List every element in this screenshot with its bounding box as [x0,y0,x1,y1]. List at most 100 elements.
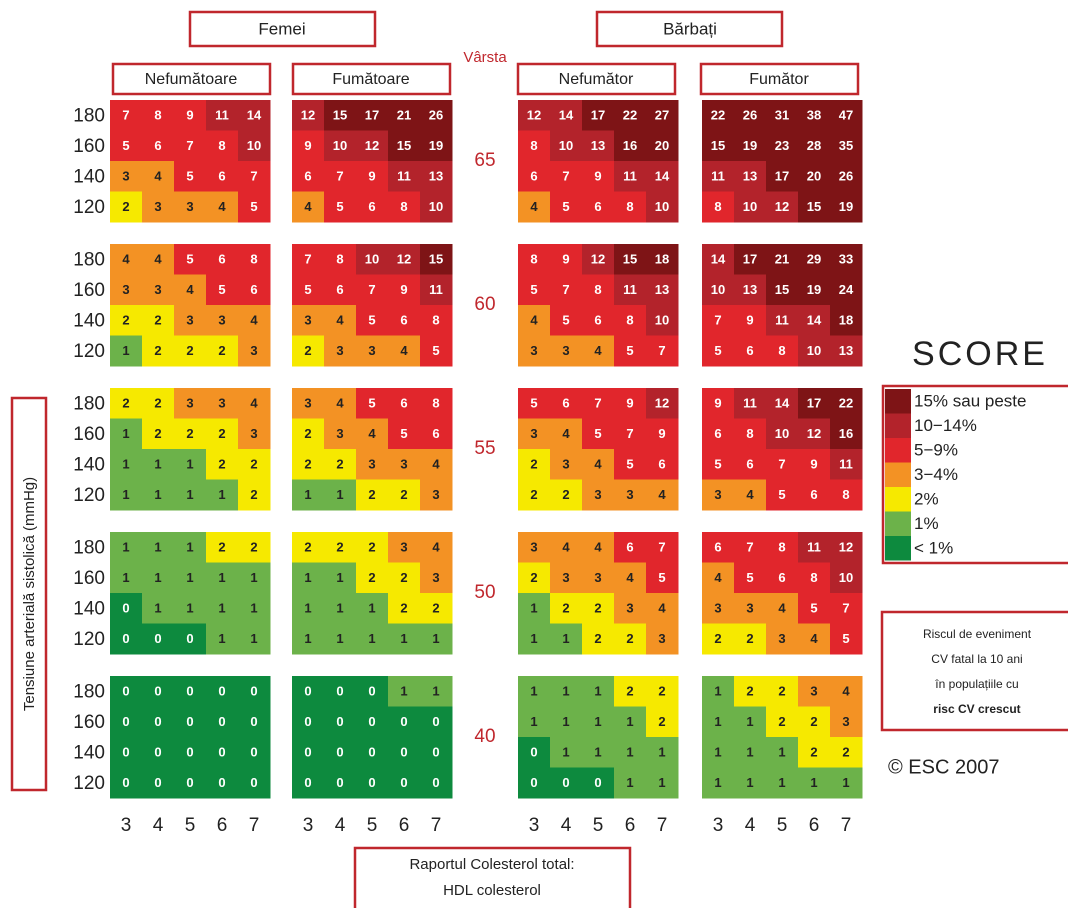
risk-value: 2 [432,601,439,616]
row-label: 180 [73,681,105,702]
risk-cell [766,706,799,738]
risk-cell [110,274,143,306]
risk-cell [734,767,767,799]
risk-cell [356,706,389,738]
risk-cell [702,706,735,738]
risk-cell [356,244,389,275]
risk-cell [356,274,389,306]
risk-value: 14 [247,108,262,123]
risk-value: 0 [218,775,225,790]
risk-value: 0 [562,775,569,790]
risk-value: 3 [186,396,193,411]
risk-cell [614,767,647,799]
risk-cell [324,100,357,131]
risk-value: 3 [810,684,817,699]
risk-value: 1 [122,570,129,585]
risk-cell [174,532,207,563]
risk-value: 1 [594,745,601,760]
risk-value: 2 [218,457,225,472]
risk-cell [646,532,679,563]
risk-value: 12 [839,540,853,555]
risk-value: 38 [807,108,821,123]
risk-value: 2 [250,487,257,502]
group-title: Bărbați [663,19,717,38]
risk-value: 3 [432,487,439,502]
risk-cell [582,305,615,336]
risk-cell [734,388,767,419]
risk-cell [582,676,615,707]
risk-cell [356,623,389,655]
risk-value: 1 [810,775,817,790]
risk-cell [110,767,143,799]
risk-cell [582,244,615,275]
risk-cell [830,418,863,450]
risk-value: 5 [186,252,193,267]
risk-value: 3 [186,313,193,328]
risk-cell [356,388,389,419]
risk-value: 4 [658,601,666,616]
risk-cell [702,191,735,223]
risk-cell [614,305,647,336]
risk-cell [174,335,207,367]
risk-cell [292,305,325,336]
legend-swatch [885,462,911,487]
risk-value: 2 [368,487,375,502]
risk-value: 4 [842,684,850,699]
risk-cell [324,593,357,624]
risk-value: 5 [304,282,311,297]
risk-value: 1 [122,487,129,502]
risk-cell [174,274,207,306]
risk-value: 1 [186,540,193,555]
risk-cell [582,335,615,367]
risk-cell [702,274,735,306]
risk-cell [206,388,239,419]
copyright: © ESC 2007 [888,756,999,778]
risk-value: 3 [336,426,343,441]
risk-cell [518,449,551,480]
risk-cell [388,449,421,480]
risk-cell [702,100,735,131]
risk-value: 8 [746,426,753,441]
row-label: 180 [73,105,105,126]
risk-value: 2 [562,601,569,616]
column-label: 5 [593,815,604,836]
risk-value: 14 [775,396,790,411]
risk-value: 5 [562,313,569,328]
risk-cell [550,737,583,768]
risk-cell [324,676,357,707]
risk-cell [356,191,389,223]
risk-value: 4 [658,487,666,502]
risk-value: 3 [186,199,193,214]
risk-value: 2 [658,684,665,699]
risk-cell [420,623,453,655]
risk-value: 11 [743,396,757,411]
risk-value: 4 [154,169,162,184]
risk-cell [798,767,831,799]
risk-value: 6 [154,138,161,153]
risk-value: 5 [778,487,785,502]
risk-cell [734,191,767,223]
risk-value: 28 [807,138,821,153]
risk-value: 8 [842,487,849,502]
risk-cell [582,562,615,594]
risk-cell [830,305,863,336]
risk-value: 1 [562,714,569,729]
risk-value: 3 [400,457,407,472]
risk-cell [292,161,325,192]
risk-cell [238,335,271,367]
risk-cell [388,593,421,624]
risk-value: 22 [711,108,725,123]
risk-value: 3 [530,540,537,555]
risk-value: 0 [368,684,375,699]
risk-cell [798,706,831,738]
risk-value: 1 [154,570,161,585]
risk-value: 1 [250,601,257,616]
risk-value: 5 [530,396,537,411]
risk-value: 1 [778,745,785,760]
risk-cell [614,623,647,655]
risk-value: 18 [839,313,853,328]
risk-cell [420,562,453,594]
risk-value: 10 [711,282,725,297]
risk-value: 11 [623,282,637,297]
risk-cell [110,418,143,450]
